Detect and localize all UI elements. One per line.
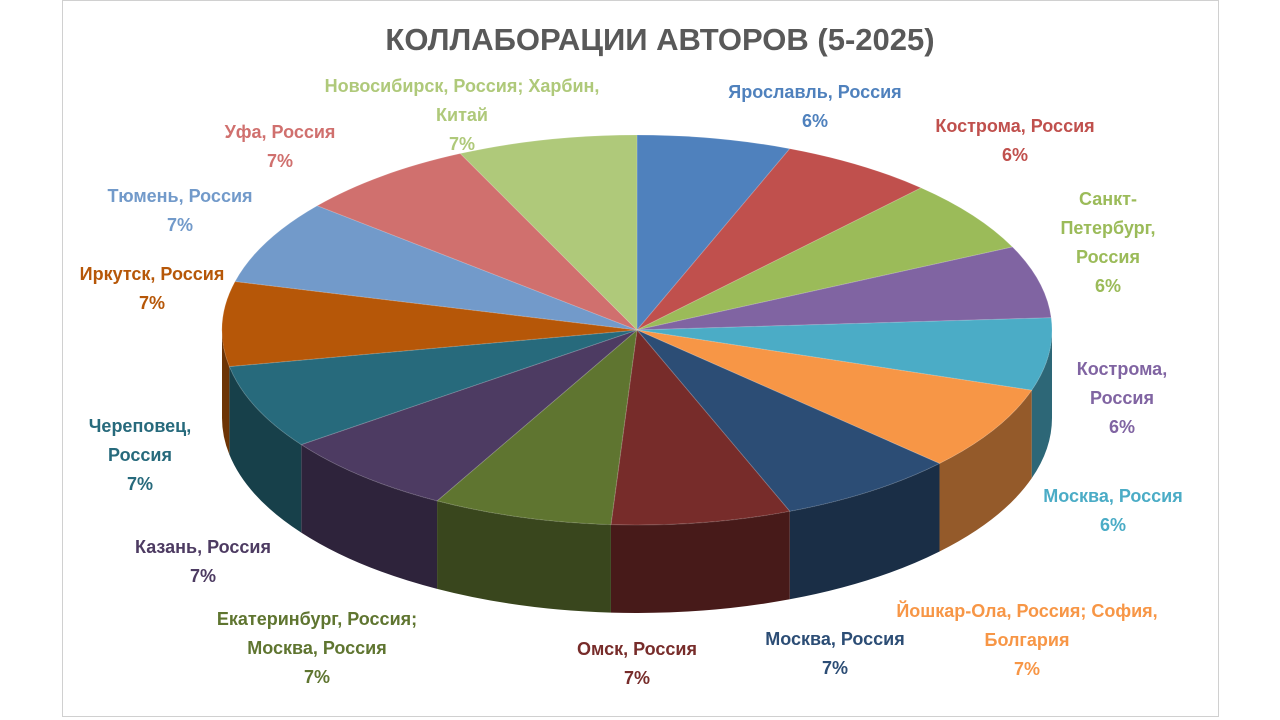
category-label: Йошкар-Ола, Россия; София, Болгария <box>896 601 1158 650</box>
slice-side <box>229 366 302 533</box>
slice-side <box>610 511 790 613</box>
value-label: 7% <box>303 667 330 687</box>
data-label: Москва, Россия 6% <box>1013 482 1213 540</box>
slice <box>636 148 923 331</box>
data-label: Тюмень, Россия 7% <box>80 182 280 240</box>
chart-title: КОЛЛАБОРАЦИИ АВТОРОВ (5-2025) <box>385 22 935 57</box>
value-label: 6% <box>801 111 828 131</box>
value-label: 6% <box>1001 145 1028 165</box>
category-label: Екатеринбург, Россия; Москва, Россия <box>216 609 418 658</box>
slice <box>636 246 1052 331</box>
category-label: Санкт-Петербург, Россия <box>1060 189 1156 267</box>
slice <box>221 280 638 368</box>
value-label: 6% <box>1108 417 1135 437</box>
category-label: Омск, Россия <box>576 639 697 659</box>
chart-frame <box>62 0 1219 717</box>
slice-side <box>437 500 611 613</box>
value-label: 7% <box>623 668 650 688</box>
data-label: Йошкар-Ола, Россия; София, Болгария 7% <box>867 597 1187 684</box>
value-label: 7% <box>189 566 216 586</box>
category-label: Новосибирск, Россия; Харбин, Китай <box>324 76 600 125</box>
slice <box>459 134 638 332</box>
data-label: Казань, Россия 7% <box>103 533 303 591</box>
data-label: Новосибирск, Россия; Харбин, Китай 7% <box>297 72 627 159</box>
slice-side <box>1031 330 1052 479</box>
category-label: Москва, Россия <box>765 629 905 649</box>
data-label: Омск, Россия 7% <box>537 635 737 693</box>
slice-side <box>301 444 438 589</box>
category-label: Череповец, Россия <box>88 416 192 465</box>
slice <box>300 329 638 502</box>
data-label: Москва, Россия 7% <box>735 625 935 683</box>
slice-side <box>222 330 230 455</box>
value-label: 7% <box>821 658 848 678</box>
slice <box>636 187 1014 331</box>
slice <box>316 153 638 331</box>
value-label: 6% <box>1099 515 1126 535</box>
data-label: Ярославль, Россия 6% <box>700 78 930 136</box>
data-label: Уфа, Россия 7% <box>180 118 380 176</box>
category-label: Тюмень, Россия <box>107 186 253 206</box>
category-label: Ярославль, Россия <box>728 82 902 102</box>
slice-side <box>939 390 1032 552</box>
slice <box>436 328 638 526</box>
slice <box>636 329 941 512</box>
value-label: 7% <box>1013 659 1040 679</box>
value-label: 7% <box>266 151 293 171</box>
category-label: Кострома, Россия <box>1076 359 1168 408</box>
category-label: Уфа, Россия <box>224 122 336 142</box>
slice <box>228 329 638 446</box>
data-label: Санкт-Петербург, Россия 6% <box>1048 185 1168 301</box>
category-label: Иркутск, Россия <box>79 264 225 284</box>
value-label: 7% <box>166 215 193 235</box>
category-label: Казань, Россия <box>134 537 271 557</box>
data-label: Череповец, Россия 7% <box>70 412 210 499</box>
value-label: 7% <box>448 134 475 154</box>
value-label: 6% <box>1094 276 1121 296</box>
slice <box>610 328 791 526</box>
category-label: Москва, Россия <box>1043 486 1183 506</box>
slice-side <box>789 463 940 600</box>
data-label: Кострома, Россия 6% <box>1062 355 1182 442</box>
category-label: Кострома, Россия <box>935 116 1095 136</box>
data-label: Кострома, Россия 6% <box>905 112 1125 170</box>
slice <box>636 317 1053 391</box>
data-label: Екатеринбург, Россия; Москва, Россия 7% <box>187 605 447 692</box>
slice <box>636 134 791 332</box>
slice <box>234 205 638 331</box>
data-label: Иркутск, Россия 7% <box>52 260 252 318</box>
slice <box>636 329 1033 465</box>
value-label: 7% <box>138 293 165 313</box>
value-label: 7% <box>126 474 153 494</box>
